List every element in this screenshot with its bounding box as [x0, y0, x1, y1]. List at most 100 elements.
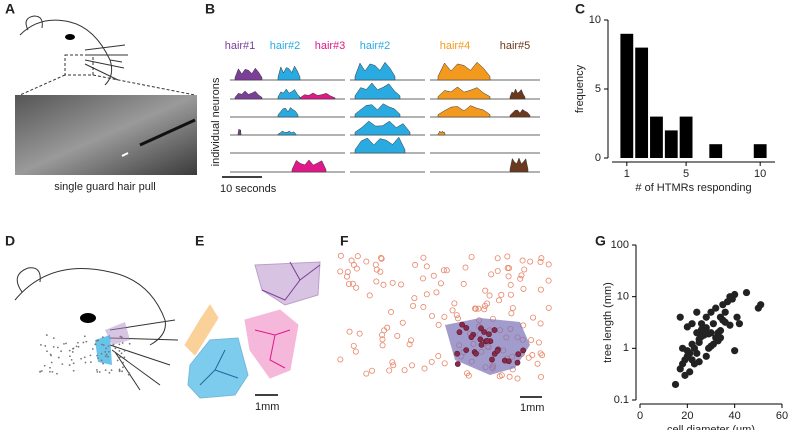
soma	[440, 267, 447, 274]
soma	[504, 253, 511, 260]
bar	[664, 130, 678, 158]
soma	[350, 261, 357, 268]
soma	[379, 342, 386, 349]
soma-dot	[114, 347, 117, 350]
soma	[349, 280, 356, 287]
soma-dot	[39, 370, 42, 373]
response-trace	[509, 88, 526, 100]
point	[683, 323, 691, 331]
x-tick-label: 40	[729, 410, 741, 422]
point	[742, 288, 751, 297]
soma	[412, 261, 419, 268]
soma	[507, 291, 514, 298]
soma-dot	[57, 356, 60, 359]
soma	[420, 304, 427, 311]
response-trace	[354, 61, 396, 81]
soma	[356, 330, 363, 337]
point	[709, 340, 717, 348]
soma	[538, 373, 545, 380]
soma	[525, 354, 532, 361]
soma	[378, 254, 385, 261]
soma-dot	[104, 369, 107, 372]
point	[716, 334, 725, 342]
soma	[394, 332, 401, 339]
point	[697, 326, 706, 334]
soma	[530, 314, 537, 321]
soma	[537, 286, 544, 293]
y-tick-label: 0	[595, 152, 601, 164]
soma	[428, 312, 435, 319]
response-trace	[277, 107, 299, 118]
panel-label: C	[575, 1, 585, 17]
response-trace	[509, 109, 531, 118]
soma-labeled	[463, 325, 470, 331]
soma-dot	[61, 363, 64, 366]
soma	[518, 272, 525, 279]
soma-dot	[56, 346, 59, 349]
soma	[520, 285, 527, 292]
eye	[65, 34, 75, 40]
soma	[537, 350, 544, 357]
soma	[441, 360, 448, 367]
soma-labeled	[515, 351, 522, 358]
soma-dot	[121, 370, 123, 373]
soma-dot	[77, 345, 80, 348]
soma	[528, 337, 535, 344]
soma-dot	[49, 370, 51, 373]
soma	[475, 305, 482, 312]
x-tick-label: 5	[683, 168, 689, 180]
soma	[494, 268, 501, 275]
soma-labeled	[484, 337, 491, 344]
point	[693, 308, 701, 316]
soma-dot	[50, 361, 53, 364]
response-trace	[299, 92, 336, 100]
soma-dot	[100, 352, 103, 355]
point	[731, 290, 739, 299]
soma	[468, 253, 475, 260]
soma	[435, 353, 442, 360]
soma	[379, 331, 386, 338]
soma	[352, 348, 359, 355]
response-trace	[437, 86, 491, 100]
soma-dot	[127, 373, 130, 376]
soma-labeled	[454, 350, 461, 357]
soma	[521, 266, 528, 273]
soma-labeled	[459, 321, 465, 328]
soma-dot	[89, 361, 92, 364]
soma	[346, 328, 353, 335]
point	[733, 313, 741, 321]
scale-label: 1mm	[520, 402, 544, 414]
soma-dot	[121, 342, 124, 344]
soma	[388, 309, 395, 316]
soma	[373, 266, 380, 273]
soma	[406, 341, 413, 348]
soma-dot	[101, 336, 104, 339]
soma	[484, 300, 491, 307]
soma	[389, 359, 396, 366]
panel-label: E	[195, 233, 204, 249]
soma	[539, 352, 546, 359]
stimulus-label: hair#2	[270, 40, 301, 52]
soma-labeled	[454, 361, 461, 367]
soma-dot	[120, 352, 123, 355]
point	[697, 332, 706, 341]
soma-dot	[118, 343, 121, 346]
response-trace	[234, 90, 263, 100]
bar	[709, 144, 723, 158]
soma-dot	[40, 370, 43, 372]
point	[709, 320, 717, 328]
response-trace	[354, 120, 411, 136]
soma-labeled	[481, 329, 488, 335]
response-trace	[354, 103, 401, 118]
soma-dot	[110, 369, 113, 372]
y-tick-label: 0.1	[614, 394, 629, 406]
soma-labeled	[477, 336, 484, 343]
soma	[384, 324, 391, 331]
soma	[435, 321, 442, 328]
soma	[369, 367, 376, 374]
point	[721, 318, 729, 326]
soma	[353, 284, 360, 291]
panel-label: A	[5, 1, 15, 17]
soma	[545, 277, 552, 284]
